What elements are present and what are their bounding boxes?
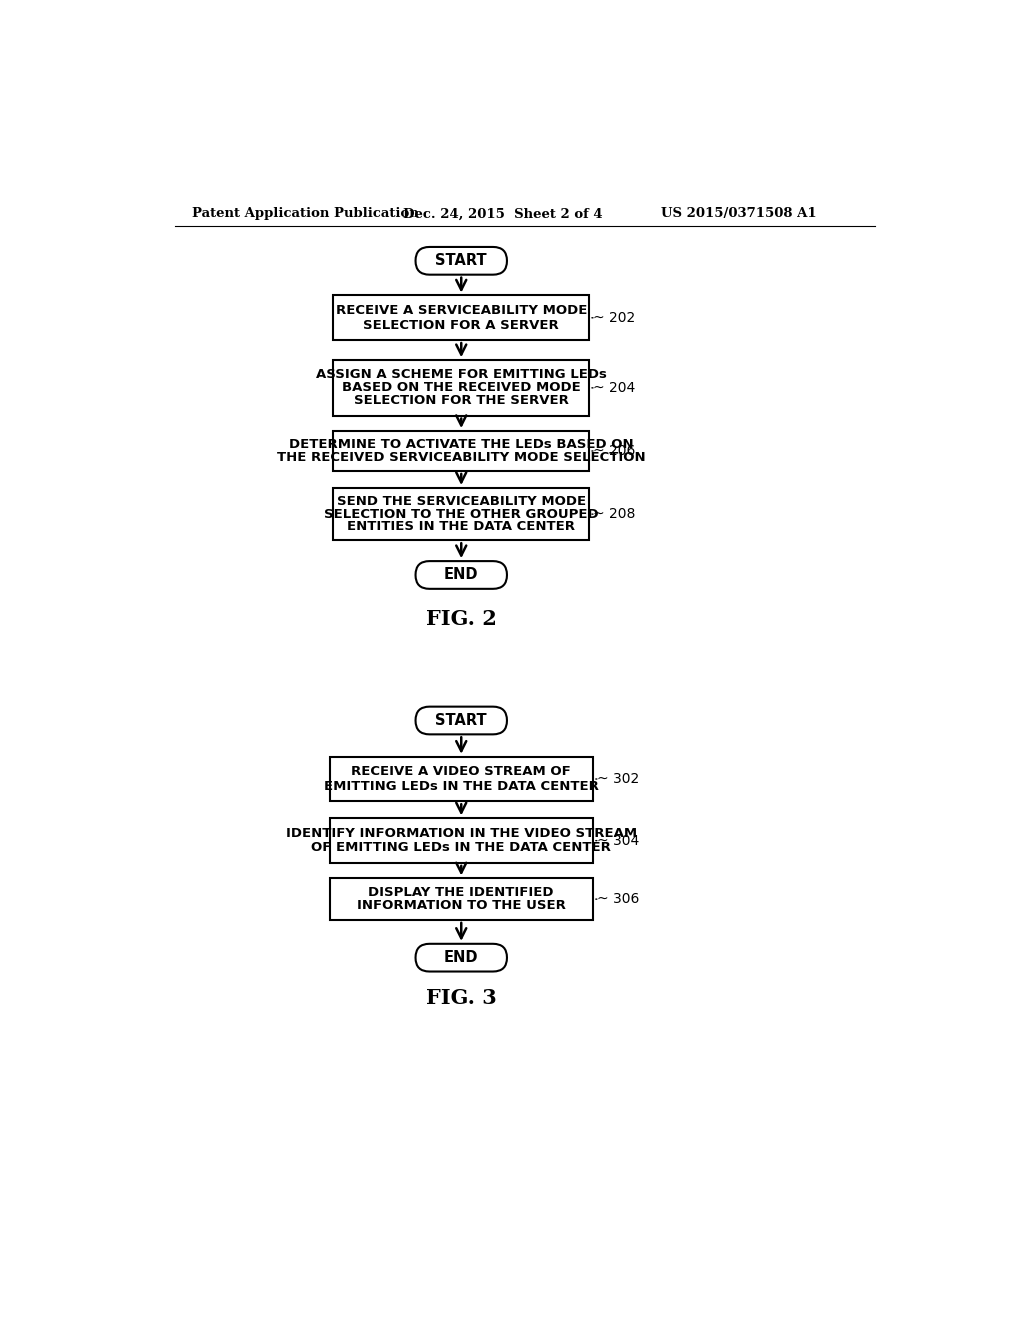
FancyBboxPatch shape <box>416 561 507 589</box>
Text: END: END <box>444 950 478 965</box>
Text: SELECTION FOR THE SERVER: SELECTION FOR THE SERVER <box>354 395 568 408</box>
Text: INFORMATION TO THE USER: INFORMATION TO THE USER <box>356 899 565 912</box>
FancyBboxPatch shape <box>334 360 589 416</box>
Text: THE RECEIVED SERVICEABILITY MODE SELECTION: THE RECEIVED SERVICEABILITY MODE SELECTI… <box>276 451 645 465</box>
Text: ENTITIES IN THE DATA CENTER: ENTITIES IN THE DATA CENTER <box>347 520 575 533</box>
Text: ~ 204: ~ 204 <box>593 381 635 395</box>
Text: BASED ON THE RECEIVED MODE: BASED ON THE RECEIVED MODE <box>342 381 581 395</box>
Text: ASSIGN A SCHEME FOR EMITTING LEDs: ASSIGN A SCHEME FOR EMITTING LEDs <box>315 368 606 381</box>
Text: Dec. 24, 2015  Sheet 2 of 4: Dec. 24, 2015 Sheet 2 of 4 <box>403 207 603 220</box>
Text: RECEIVE A VIDEO STREAM OF: RECEIVE A VIDEO STREAM OF <box>351 766 571 779</box>
Text: FIG. 3: FIG. 3 <box>426 987 497 1007</box>
FancyBboxPatch shape <box>416 247 507 275</box>
FancyBboxPatch shape <box>330 878 593 920</box>
Text: ~ 202: ~ 202 <box>593 310 635 325</box>
FancyBboxPatch shape <box>334 296 589 341</box>
Text: END: END <box>444 568 478 582</box>
FancyBboxPatch shape <box>334 430 589 471</box>
Text: RECEIVE A SERVICEABILITY MODE: RECEIVE A SERVICEABILITY MODE <box>336 304 587 317</box>
Text: DISPLAY THE IDENTIFIED: DISPLAY THE IDENTIFIED <box>369 886 554 899</box>
Text: SEND THE SERVICEABILITY MODE: SEND THE SERVICEABILITY MODE <box>337 495 586 508</box>
FancyBboxPatch shape <box>330 818 593 863</box>
Text: Patent Application Publication: Patent Application Publication <box>191 207 418 220</box>
FancyBboxPatch shape <box>416 706 507 734</box>
Text: START: START <box>435 253 487 268</box>
Text: IDENTIFY INFORMATION IN THE VIDEO STREAM: IDENTIFY INFORMATION IN THE VIDEO STREAM <box>286 826 637 840</box>
FancyBboxPatch shape <box>416 944 507 972</box>
Text: EMITTING LEDs IN THE DATA CENTER: EMITTING LEDs IN THE DATA CENTER <box>324 780 599 793</box>
Text: ~ 302: ~ 302 <box>597 772 639 785</box>
Text: FIG. 2: FIG. 2 <box>426 609 497 628</box>
Text: OF EMITTING LEDs IN THE DATA CENTER: OF EMITTING LEDs IN THE DATA CENTER <box>311 841 611 854</box>
Text: ~ 306: ~ 306 <box>597 892 639 906</box>
Text: ~ 304: ~ 304 <box>597 834 639 847</box>
Text: START: START <box>435 713 487 729</box>
Text: SELECTION TO THE OTHER GROUPED: SELECTION TO THE OTHER GROUPED <box>324 508 599 520</box>
Text: ~ 206: ~ 206 <box>593 444 635 458</box>
FancyBboxPatch shape <box>334 488 589 540</box>
FancyBboxPatch shape <box>330 756 593 801</box>
Text: US 2015/0371508 A1: US 2015/0371508 A1 <box>662 207 817 220</box>
Text: SELECTION FOR A SERVER: SELECTION FOR A SERVER <box>364 318 559 331</box>
Text: ~ 208: ~ 208 <box>593 507 635 521</box>
Text: DETERMINE TO ACTIVATE THE LEDs BASED ON: DETERMINE TO ACTIVATE THE LEDs BASED ON <box>289 438 634 451</box>
